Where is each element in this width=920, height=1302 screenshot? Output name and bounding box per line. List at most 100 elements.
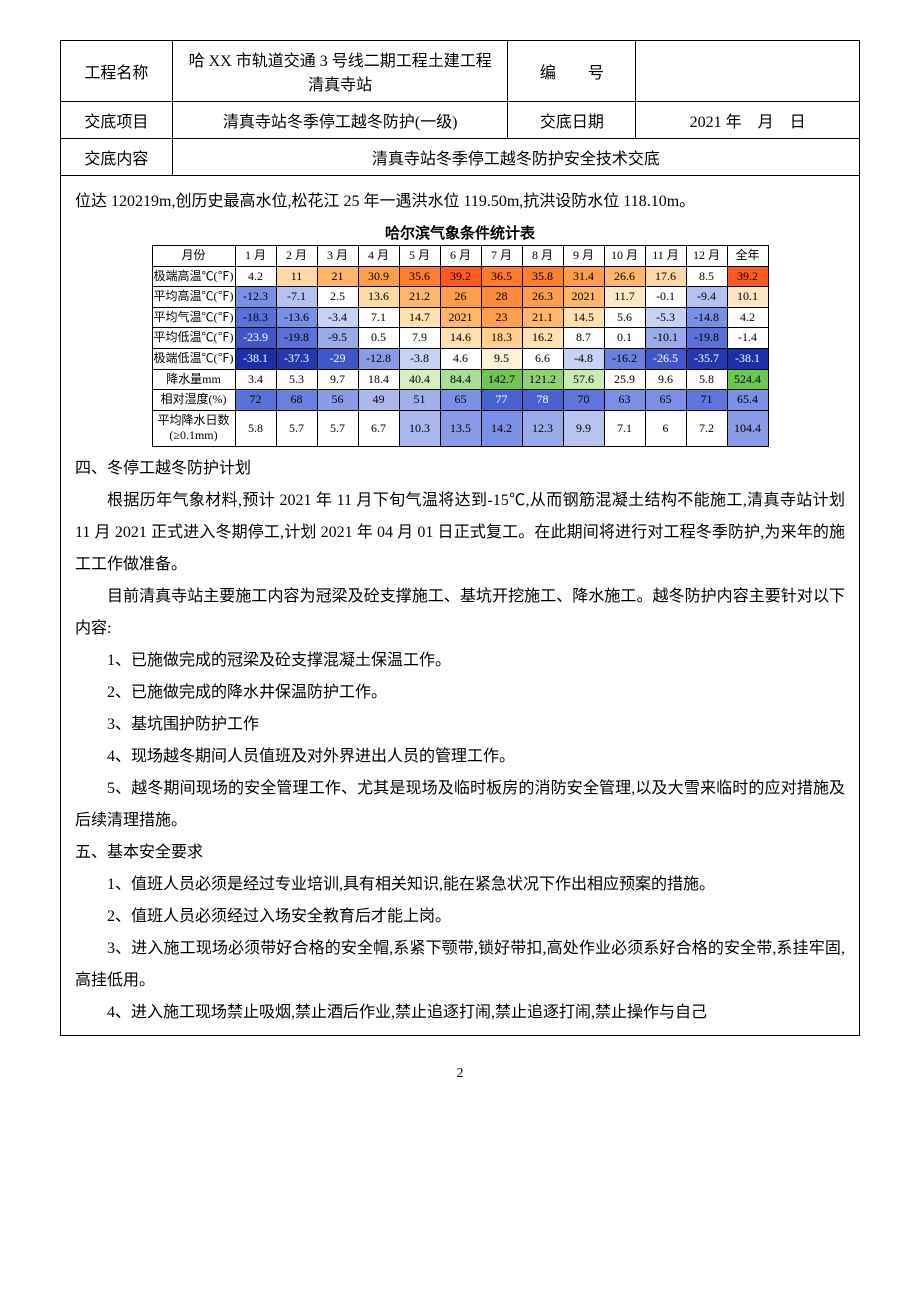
climate-row-label: 平均气温℃(℉) [152,307,235,328]
code-value [636,41,860,102]
climate-cell: 7.2 [686,410,727,446]
item-value: 清真寺站冬季停工越冬防护(一级) [172,102,508,139]
page-number: 2 [60,1066,860,1082]
climate-cell: 2021 [563,287,604,308]
climate-cell: 65 [440,390,481,411]
climate-cell: -26.5 [645,348,686,369]
climate-row-label: 极端高温℃(℉) [152,266,235,287]
code-label: 编 号 [508,41,636,102]
climate-cell: -38.1 [727,348,768,369]
climate-cell: 18.3 [481,328,522,349]
climate-cell: 16.2 [522,328,563,349]
climate-cell: -3.4 [317,307,358,328]
climate-row-label: 相对湿度(%) [152,390,235,411]
climate-cell: -13.6 [276,307,317,328]
climate-cell: 71 [686,390,727,411]
climate-cell: 14.7 [399,307,440,328]
climate-cell: 13.6 [358,287,399,308]
intro-line: 位达 120219m,创历史最高水位,松花江 25 年一遇洪水位 119.50m… [75,186,845,218]
month-col: 11 月 [645,246,686,267]
climate-cell: 21.2 [399,287,440,308]
climate-cell: 35.6 [399,266,440,287]
climate-cell: 65.4 [727,390,768,411]
climate-cell: 3.4 [235,369,276,390]
climate-cell: -38.1 [235,348,276,369]
list-item: 2、值班人员必须经过入场安全教育后才能上岗。 [75,901,845,933]
item-label: 交底项目 [61,102,173,139]
climate-cell: 10.3 [399,410,440,446]
proj-label: 工程名称 [61,41,173,102]
climate-row-label: 降水量mm [152,369,235,390]
climate-cell: 11 [276,266,317,287]
climate-cell: 524.4 [727,369,768,390]
climate-cell: 6.6 [522,348,563,369]
climate-cell: 35.8 [522,266,563,287]
list-item: 3、基坑围护防护工作 [75,709,845,741]
sec5-title: 五、基本安全要求 [75,837,845,869]
climate-row-label: 平均高温℃(℉) [152,287,235,308]
climate-cell: -29 [317,348,358,369]
month-col: 4 月 [358,246,399,267]
climate-cell: 78 [522,390,563,411]
climate-cell: 10.1 [727,287,768,308]
climate-cell: 51 [399,390,440,411]
climate-cell: 70 [563,390,604,411]
sec4-p1: 根据历年气象材料,预计 2021 年 11 月下旬气温将达到-15℃,从而钢筋混… [75,485,845,581]
climate-cell: 4.2 [235,266,276,287]
climate-cell: 65 [645,390,686,411]
document-body: 位达 120219m,创历史最高水位,松花江 25 年一遇洪水位 119.50m… [69,182,851,1029]
climate-cell: 5.7 [317,410,358,446]
climate-cell: 68 [276,390,317,411]
date-label: 交底日期 [508,102,636,139]
climate-cell: 5.8 [686,369,727,390]
climate-cell: -12.3 [235,287,276,308]
climate-cell: 57.6 [563,369,604,390]
climate-cell: -5.3 [645,307,686,328]
climate-cell: 8.5 [686,266,727,287]
climate-cell: 6 [645,410,686,446]
month-col: 12 月 [686,246,727,267]
list-item: 4、现场越冬期间人员值班及对外界进出人员的管理工作。 [75,741,845,773]
climate-cell: -16.2 [604,348,645,369]
climate-cell: 49 [358,390,399,411]
climate-cell: 4.2 [727,307,768,328]
doc-header-table: 工程名称 哈 XX 市轨道交通 3 号线二期工程土建工程清真寺站 编 号 交底项… [60,40,860,1036]
month-col: 3 月 [317,246,358,267]
climate-table: 月份1 月2 月3 月4 月5 月6 月7 月8 月9 月10 月11 月12 … [152,245,769,447]
climate-cell: 14.5 [563,307,604,328]
climate-cell: -1.4 [727,328,768,349]
list-item: 1、值班人员必须是经过专业培训,具有相关知识,能在紧急状况下作出相应预案的措施。 [75,869,845,901]
climate-cell: 26.6 [604,266,645,287]
climate-cell: 12.3 [522,410,563,446]
climate-cell: 14.6 [440,328,481,349]
climate-cell: 4.6 [440,348,481,369]
list-item: 3、进入施工现场必须带好合格的安全帽,系紧下颚带,锁好带扣,高处作业必须系好合格… [75,933,845,997]
climate-cell: -3.8 [399,348,440,369]
climate-cell: 0.5 [358,328,399,349]
climate-cell: 7.9 [399,328,440,349]
climate-cell: 40.4 [399,369,440,390]
sec4-p2: 目前清真寺站主要施工内容为冠梁及砼支撑施工、基坑开挖施工、降水施工。越冬防护内容… [75,581,845,645]
month-col: 2 月 [276,246,317,267]
climate-cell: 18.4 [358,369,399,390]
month-col: 10 月 [604,246,645,267]
climate-cell: 30.9 [358,266,399,287]
climate-cell: 13.5 [440,410,481,446]
proj-value: 哈 XX 市轨道交通 3 号线二期工程土建工程清真寺站 [172,41,508,102]
climate-row-label: 平均低温℃(℉) [152,328,235,349]
climate-cell: -10.1 [645,328,686,349]
climate-cell: 84.4 [440,369,481,390]
month-col: 6 月 [440,246,481,267]
climate-cell: 36.5 [481,266,522,287]
climate-cell: 56 [317,390,358,411]
month-col: 9 月 [563,246,604,267]
list-item: 4、进入施工现场禁止吸烟,禁止酒后作业,禁止追逐打闹,禁止追逐打闹,禁止操作与自… [75,997,845,1029]
month-col: 全年 [727,246,768,267]
climate-cell: 21.1 [522,307,563,328]
climate-cell: 25.9 [604,369,645,390]
climate-cell: -9.5 [317,328,358,349]
climate-cell: 31.4 [563,266,604,287]
list-item: 5、越冬期间现场的安全管理工作、尤其是现场及临时板房的消防安全管理,以及大雪来临… [75,773,845,837]
month-col: 8 月 [522,246,563,267]
climate-cell: 9.5 [481,348,522,369]
